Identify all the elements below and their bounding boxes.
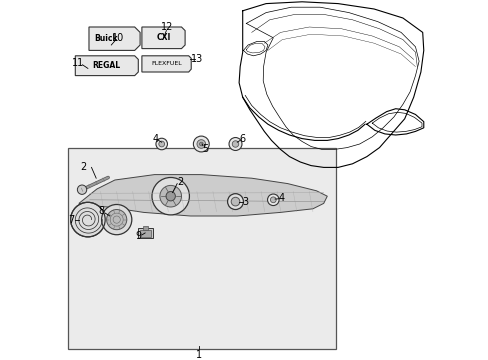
- Text: 7: 7: [68, 215, 74, 225]
- Circle shape: [152, 177, 189, 215]
- Text: 13: 13: [190, 54, 203, 64]
- Text: REGAL: REGAL: [92, 61, 120, 70]
- Text: 12: 12: [161, 22, 173, 32]
- Text: FLEXFUEL: FLEXFUEL: [151, 61, 182, 66]
- Text: 9: 9: [135, 231, 141, 241]
- Polygon shape: [79, 175, 326, 216]
- Circle shape: [102, 204, 132, 235]
- Text: 11: 11: [72, 58, 84, 68]
- Circle shape: [166, 192, 175, 201]
- Circle shape: [267, 194, 279, 206]
- Bar: [68, 148, 336, 349]
- Text: Buick: Buick: [94, 34, 118, 43]
- Text: 4: 4: [278, 193, 284, 203]
- Bar: [140, 230, 150, 237]
- Text: 4: 4: [152, 134, 158, 144]
- Circle shape: [228, 138, 242, 150]
- Circle shape: [193, 136, 209, 152]
- Text: 6: 6: [239, 134, 244, 144]
- Bar: [137, 228, 153, 238]
- Circle shape: [199, 142, 203, 146]
- Circle shape: [270, 197, 276, 203]
- Text: 2: 2: [80, 162, 86, 172]
- Circle shape: [156, 138, 167, 150]
- Polygon shape: [89, 27, 140, 50]
- Text: 3: 3: [242, 197, 248, 207]
- Circle shape: [232, 141, 238, 147]
- Circle shape: [106, 210, 126, 230]
- Text: 5: 5: [202, 144, 207, 154]
- Circle shape: [159, 141, 164, 147]
- Polygon shape: [142, 56, 191, 72]
- Text: CXI: CXI: [156, 33, 170, 42]
- Text: 2: 2: [177, 177, 183, 187]
- Circle shape: [231, 197, 239, 206]
- Text: 1: 1: [196, 350, 202, 360]
- Text: 10: 10: [111, 33, 123, 43]
- Circle shape: [197, 140, 205, 148]
- Circle shape: [77, 185, 86, 194]
- Circle shape: [160, 185, 181, 207]
- Polygon shape: [142, 27, 185, 49]
- Circle shape: [70, 202, 105, 237]
- Polygon shape: [75, 56, 138, 76]
- Text: 8: 8: [98, 206, 104, 216]
- Bar: [143, 226, 147, 230]
- Circle shape: [227, 194, 243, 210]
